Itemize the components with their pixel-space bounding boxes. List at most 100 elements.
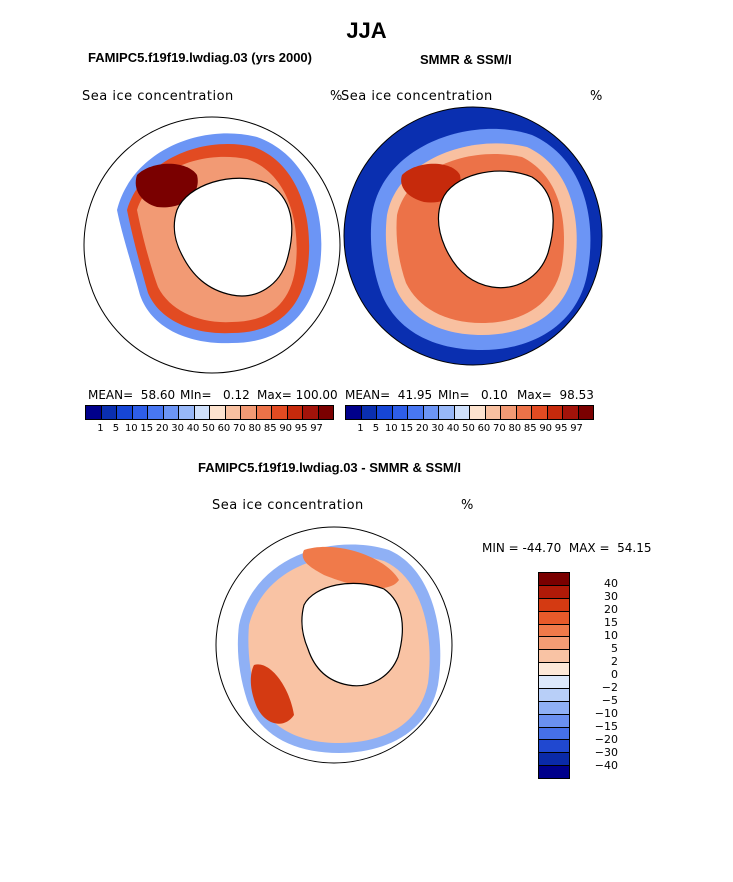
colorbar-tick-label: 5 <box>112 423 120 434</box>
right-sea-ice-map <box>343 106 603 366</box>
colorbar-swatch <box>117 406 133 419</box>
difference-colorbar-labels: 40 30 20 15 10 5 2 0 −2 −5 −10 −15 −20 −30 −40 <box>570 572 618 777</box>
diff-colorbar-tick-label: −30 <box>594 746 618 759</box>
colorbar-tick-label: 1 <box>97 423 104 434</box>
diff-minmax-value: MIN = -44.70 MAX = 54.15 <box>482 541 652 555</box>
colorbar-swatch <box>86 406 102 419</box>
colorbar-tick-label: 95 <box>554 423 568 434</box>
diff-colorbar-tick-label: 30 <box>604 590 618 603</box>
colorbar-tick-label: 85 <box>523 423 537 434</box>
colorbar-swatch <box>485 406 501 419</box>
left-unit-label: % <box>330 89 343 104</box>
colorbar-swatch <box>361 406 377 419</box>
colorbar-swatch <box>501 406 517 419</box>
page-title: JJA <box>346 18 387 43</box>
diff-colorbar-tick-label: 20 <box>604 603 618 616</box>
colorbar-swatch <box>148 406 164 419</box>
colorbar-swatch <box>516 406 532 419</box>
left-max-value: Max= 100.00 <box>257 388 338 402</box>
right-variable-label: Sea ice concentration <box>341 89 493 104</box>
colorbar-swatch <box>439 406 455 419</box>
diff-colorbar-swatch <box>539 611 569 625</box>
diff-colorbar-swatch <box>539 714 569 728</box>
diff-colorbar-swatch <box>539 688 569 702</box>
colorbar-tick-label: 97 <box>570 423 583 434</box>
diff-colorbar-swatch <box>539 650 569 664</box>
diff-colorbar-tick-label: 2 <box>611 655 618 668</box>
colorbar-tick-label: 10 <box>124 423 138 434</box>
diff-colorbar-swatch <box>539 598 569 612</box>
colorbar-tick-label: 80 <box>508 423 522 434</box>
colorbar-swatch <box>210 406 226 419</box>
colorbar-swatch <box>163 406 179 419</box>
colorbar-tick-label: 80 <box>248 423 262 434</box>
left-colorbar <box>85 405 334 420</box>
diff-colorbar-tick-label: 5 <box>611 642 618 655</box>
colorbar-swatch <box>241 406 257 419</box>
diff-colorbar-tick-label: 15 <box>604 616 618 629</box>
diff-colorbar-tick-label: −20 <box>594 733 618 746</box>
colorbar-tick-label: 90 <box>279 423 293 434</box>
difference-colorbar <box>538 572 570 779</box>
colorbar-tick-label: 40 <box>186 423 200 434</box>
diff-unit-label: % <box>461 498 474 513</box>
diff-colorbar-swatch <box>539 676 569 689</box>
right-mean-value: MEAN= 41.95 <box>345 388 433 402</box>
colorbar-tick-label: 30 <box>171 423 184 434</box>
colorbar-tick-label: 30 <box>431 423 444 434</box>
colorbar-tick-label: 1 <box>357 423 364 434</box>
colorbar-swatch <box>101 406 117 419</box>
diff-colorbar-swatch <box>539 701 569 715</box>
colorbar-tick-label: 50 <box>202 423 215 434</box>
colorbar-tick-label: 10 <box>384 423 398 434</box>
colorbar-swatch <box>423 406 439 419</box>
right-max-value: Max= 98.53 <box>517 388 594 402</box>
colorbar-swatch <box>179 406 195 419</box>
diff-colorbar-swatch <box>539 740 569 754</box>
left-panel-title: FAMIPC5.f19f19.lwdiag.03 (yrs 2000) <box>88 50 312 65</box>
left-sea-ice-map <box>83 116 341 374</box>
colorbar-tick-label: 70 <box>493 423 506 434</box>
diff-colorbar-swatch <box>539 753 569 767</box>
colorbar-swatch <box>303 406 319 419</box>
colorbar-tick-label: 15 <box>140 423 154 434</box>
colorbar-swatch <box>194 406 210 419</box>
colorbar-tick-label: 15 <box>400 423 414 434</box>
colorbar-tick-label: 97 <box>310 423 323 434</box>
right-colorbar <box>345 405 594 420</box>
colorbar-swatch <box>408 406 424 419</box>
colorbar-swatch <box>132 406 148 419</box>
colorbar-tick-label: 90 <box>539 423 553 434</box>
diff-colorbar-swatch <box>539 663 569 676</box>
colorbar-tick-label: 95 <box>294 423 308 434</box>
right-unit-label: % <box>590 89 603 104</box>
diff-colorbar-tick-label: −2 <box>601 681 618 694</box>
colorbar-tick-label: 5 <box>372 423 380 434</box>
left-variable-label: Sea ice concentration <box>82 89 234 104</box>
diff-colorbar-tick-label: −5 <box>601 694 618 707</box>
diff-colorbar-tick-label: 10 <box>604 629 618 642</box>
colorbar-swatch <box>256 406 272 419</box>
diff-colorbar-tick-label: −40 <box>594 759 618 772</box>
diff-variable-label: Sea ice concentration <box>212 498 364 513</box>
colorbar-swatch <box>547 406 563 419</box>
colorbar-swatch <box>225 406 241 419</box>
diff-colorbar-tick-label: −10 <box>594 707 618 720</box>
difference-sea-ice-map <box>215 526 453 764</box>
right-min-value: MIn= 0.10 <box>438 388 508 402</box>
left-colorbar-labels: 1 5 10 15 20 30 40 50 60 70 80 85 90 95 97 <box>85 423 332 434</box>
colorbar-swatch <box>578 406 593 419</box>
colorbar-swatch <box>287 406 303 419</box>
diff-colorbar-swatch <box>539 766 569 778</box>
colorbar-swatch <box>346 406 362 419</box>
colorbar-swatch <box>454 406 470 419</box>
colorbar-swatch <box>563 406 579 419</box>
colorbar-swatch <box>377 406 393 419</box>
colorbar-swatch <box>318 406 333 419</box>
colorbar-tick-label: 60 <box>217 423 231 434</box>
diff-colorbar-swatch <box>539 727 569 741</box>
diff-colorbar-swatch <box>539 637 569 651</box>
colorbar-tick-label: 70 <box>233 423 246 434</box>
left-mean-value: MEAN= 58.60 <box>88 388 176 402</box>
diff-colorbar-swatch <box>539 624 569 638</box>
